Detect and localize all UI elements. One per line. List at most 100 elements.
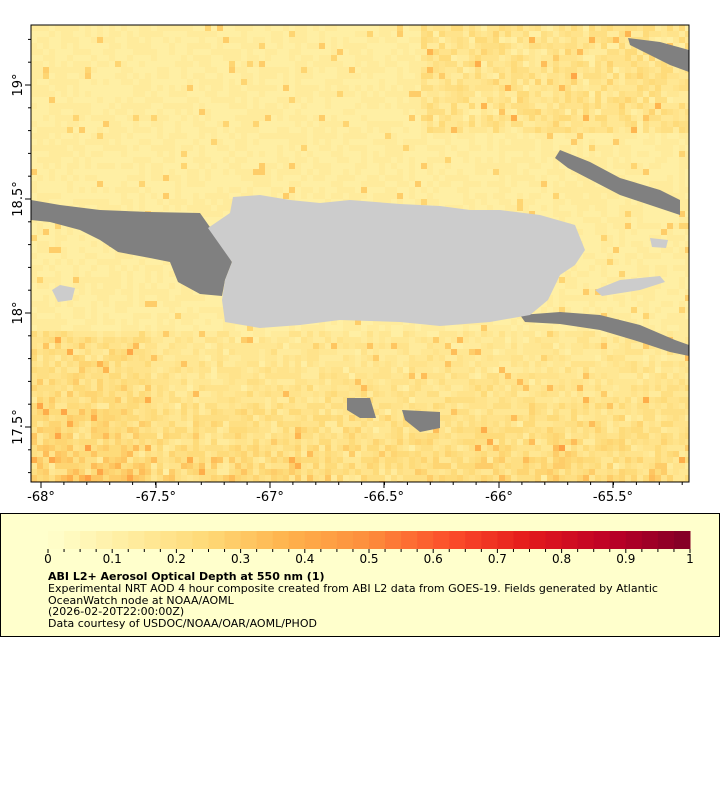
aod-cell [253,115,259,121]
aod-cell [67,85,73,91]
aod-cell [583,97,589,103]
aod-cell [295,31,301,37]
aod-cell [289,61,295,67]
aod-cell [31,67,37,73]
aod-cell [157,139,163,145]
aod-cell [361,31,367,37]
aod-cell [79,103,85,109]
aod-cell [619,25,625,31]
aod-cell [499,79,505,85]
aod-cell [595,61,601,67]
aod-cell [259,133,265,139]
aod-cell [91,55,97,61]
aod-cell [133,91,139,97]
aod-cell [259,91,265,97]
aod-cell [157,103,163,109]
aod-cell [175,283,181,289]
aod-cell [355,37,361,43]
aod-cell [577,91,583,97]
aod-cell [331,139,337,145]
aod-cell [235,103,241,109]
aod-cell [181,109,187,115]
aod-cell [529,193,535,199]
aod-cell [301,151,307,157]
aod-cell [205,211,211,217]
aod-cell [505,79,511,85]
aod-cell [31,139,37,145]
aod-cell [433,121,439,127]
aod-cell [391,193,397,199]
aod-cell [103,247,109,253]
aod-cell [607,271,613,277]
aod-cell [433,67,439,73]
aod-cell [661,217,667,223]
aod-cell [97,61,103,67]
aod-cell [475,25,481,31]
aod-cell [685,247,689,253]
aod-cell [379,199,385,205]
aod-cell [241,145,247,151]
aod-cell [325,175,331,181]
aod-cell [79,73,85,79]
aod-cell [619,55,625,61]
aod-cell [211,139,217,145]
aod-cell [589,259,595,265]
aod-cell [457,127,463,133]
aod-cell [295,73,301,79]
aod-cell [667,247,673,253]
aod-cell [553,283,559,289]
aod-cell [331,121,337,127]
aod-cell [379,49,385,55]
aod-cell [409,193,415,199]
aod-cell [43,43,49,49]
aod-cell [643,61,649,67]
aod-cell [133,67,139,73]
aod-cell [313,133,319,139]
aod-cell [247,85,253,91]
aod-cell [79,85,85,91]
aod-cell [169,49,175,55]
aod-cell [307,157,313,163]
aod-cell [499,169,505,175]
aod-cell [67,103,73,109]
aod-cell [265,181,271,187]
aod-cell [145,31,151,37]
aod-cell [577,277,583,283]
aod-cell [577,175,583,181]
aod-cell [577,259,583,265]
aod-cell [73,289,79,295]
aod-cell [109,169,115,175]
aod-cell [415,133,421,139]
aod-cell [175,91,181,97]
aod-cell [589,205,595,211]
aod-cell [181,151,187,157]
aod-cell [157,91,163,97]
aod-cell [49,55,55,61]
aod-cell [487,193,493,199]
aod-cell [319,169,325,175]
aod-cell [157,121,163,127]
aod-cell [109,175,115,181]
aod-cell [439,91,445,97]
aod-cell [355,79,361,85]
aod-cell [589,229,595,235]
aod-cell [241,91,247,97]
aod-cell [631,253,637,259]
aod-cell [367,43,373,49]
aod-cell [625,259,631,265]
aod-cell [61,241,67,247]
aod-cell [553,67,559,73]
aod-cell [415,55,421,61]
aod-cell [103,151,109,157]
aod-cell [673,181,679,187]
aod-cell [79,97,85,103]
aod-cell [337,169,343,175]
aod-cell [211,85,217,91]
aod-cell [211,217,217,223]
aod-cell [349,145,355,151]
aod-cell [601,199,607,205]
aod-cell [385,115,391,121]
aod-cell [109,91,115,97]
aod-cell [505,31,511,37]
aod-cell [655,97,661,103]
